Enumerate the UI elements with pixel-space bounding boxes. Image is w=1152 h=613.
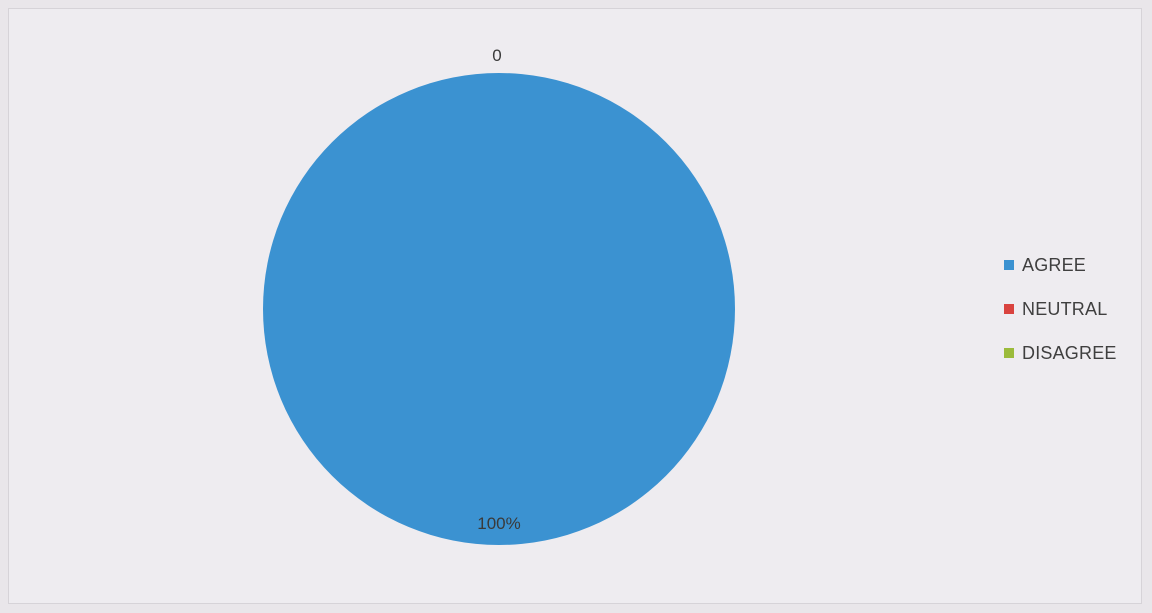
legend-swatch-disagree (1004, 348, 1014, 358)
legend-item-disagree: DISAGREE (1004, 342, 1144, 364)
legend-label-disagree: DISAGREE (1022, 342, 1117, 363)
pie-slice-agree (263, 73, 735, 545)
legend: AGREE NEUTRAL DISAGREE (1004, 254, 1144, 386)
legend-swatch-neutral (1004, 304, 1014, 314)
legend-item-agree: AGREE (1004, 254, 1144, 276)
legend-label-agree: AGREE (1022, 254, 1087, 275)
data-label-zero: 0 (492, 46, 501, 65)
legend-swatch-agree (1004, 260, 1014, 270)
legend-item-neutral: NEUTRAL (1004, 298, 1144, 320)
legend-label-neutral: NEUTRAL (1022, 298, 1108, 319)
data-label-agree: 100% (477, 514, 520, 533)
